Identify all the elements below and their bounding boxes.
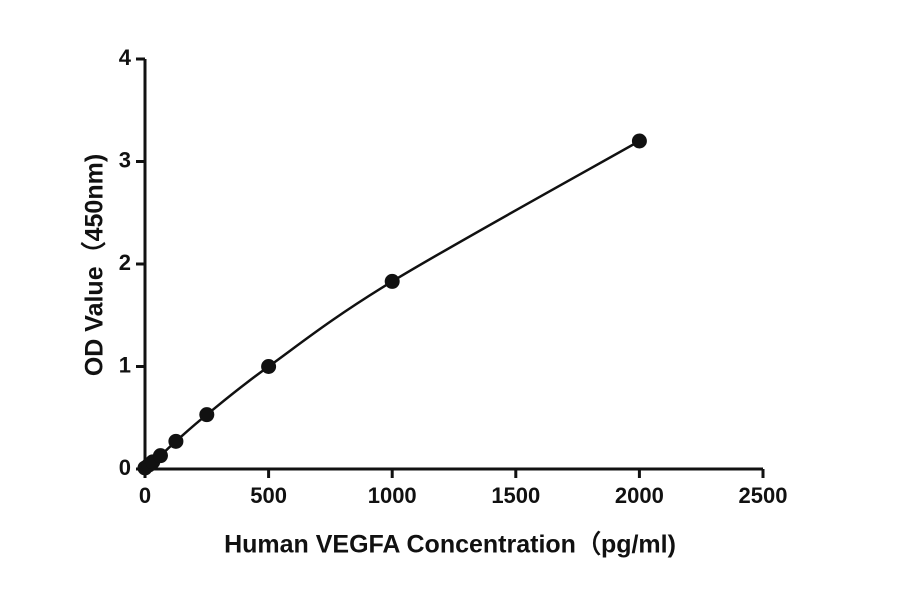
y-tick-label: 3 (119, 147, 131, 172)
data-point (152, 448, 168, 464)
data-point (168, 433, 184, 449)
data-point (199, 407, 215, 423)
y-tick-label: 1 (119, 352, 131, 377)
data-point (261, 359, 277, 374)
y-axis-title: OD Value（450nm) (80, 154, 109, 376)
x-axis-title: Human VEGFA Concentration（pg/ml) (224, 530, 676, 559)
data-point (384, 273, 400, 289)
y-tick-label: 2 (119, 250, 131, 275)
x-tick-label: 500 (250, 483, 287, 508)
x-tick-label: 0 (139, 483, 151, 508)
x-tick-label: 2500 (739, 483, 788, 508)
fit-curve (144, 139, 641, 469)
x-tick-label: 1000 (368, 483, 417, 508)
data-point (631, 133, 647, 149)
y-tick-label: 4 (119, 45, 132, 70)
x-tick-label: 2000 (615, 483, 664, 508)
x-tick-label: 1500 (491, 483, 540, 508)
y-tick-label: 0 (119, 455, 131, 480)
